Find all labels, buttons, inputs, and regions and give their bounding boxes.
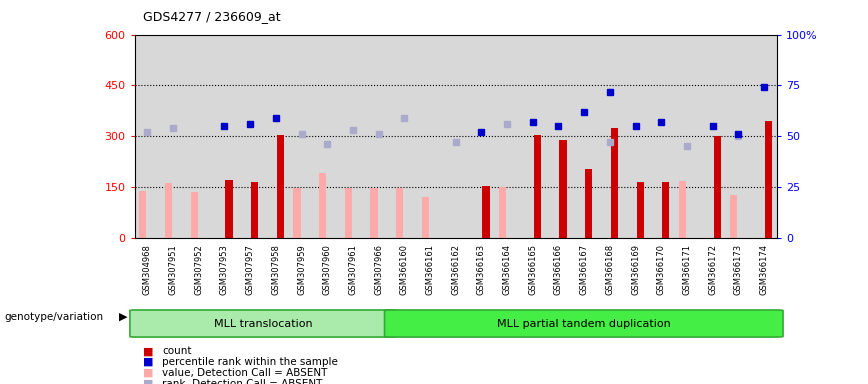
Bar [730, 195, 737, 238]
Bar [139, 190, 147, 238]
Bar [345, 188, 352, 238]
Bar [340, 35, 365, 238]
Text: ■: ■ [143, 346, 154, 356]
Bar [585, 169, 592, 238]
Bar [636, 182, 644, 238]
Text: value, Detection Call = ABSENT: value, Detection Call = ABSENT [162, 368, 328, 378]
FancyBboxPatch shape [385, 310, 783, 337]
Bar [422, 197, 429, 238]
Bar [622, 35, 648, 238]
Bar [277, 135, 284, 238]
Bar [237, 35, 263, 238]
Text: count: count [162, 346, 192, 356]
Bar [713, 136, 720, 238]
Bar [520, 35, 546, 238]
Bar [371, 188, 378, 238]
Bar [726, 35, 751, 238]
Bar [289, 35, 314, 238]
Bar [674, 35, 700, 238]
Bar [648, 35, 674, 238]
Bar [186, 35, 212, 238]
Bar [251, 182, 259, 238]
Bar [365, 35, 391, 238]
Bar [662, 182, 669, 238]
Bar [319, 173, 326, 238]
Text: ■: ■ [143, 379, 154, 384]
Bar [611, 128, 618, 238]
Bar [700, 35, 726, 238]
Bar [391, 35, 418, 238]
Bar [191, 192, 198, 238]
Text: ■: ■ [143, 368, 154, 378]
Bar [135, 35, 161, 238]
Text: ▶: ▶ [119, 312, 128, 322]
Bar [418, 35, 443, 238]
Bar [546, 35, 571, 238]
Bar [443, 35, 469, 238]
Bar [751, 35, 777, 238]
Bar [679, 181, 686, 238]
Text: rank, Detection Call = ABSENT: rank, Detection Call = ABSENT [162, 379, 323, 384]
Text: MLL partial tandem duplication: MLL partial tandem duplication [497, 318, 671, 329]
Bar [161, 35, 186, 238]
FancyBboxPatch shape [130, 310, 396, 337]
Text: MLL translocation: MLL translocation [214, 318, 312, 329]
Bar [534, 135, 541, 238]
Bar [571, 35, 597, 238]
Text: genotype/variation: genotype/variation [4, 312, 103, 322]
Bar [499, 187, 506, 238]
Bar [212, 35, 237, 238]
Text: ■: ■ [143, 357, 154, 367]
Bar [765, 121, 773, 238]
Bar [314, 35, 340, 238]
Text: percentile rank within the sample: percentile rank within the sample [162, 357, 339, 367]
Text: GDS4277 / 236609_at: GDS4277 / 236609_at [143, 10, 281, 23]
Bar [293, 188, 300, 238]
Bar [165, 183, 172, 238]
Bar [226, 180, 233, 238]
Bar [396, 188, 404, 238]
Bar [560, 140, 567, 238]
Bar [263, 35, 289, 238]
Bar [469, 35, 494, 238]
Bar [483, 185, 490, 238]
Bar [494, 35, 520, 238]
Bar [597, 35, 622, 238]
